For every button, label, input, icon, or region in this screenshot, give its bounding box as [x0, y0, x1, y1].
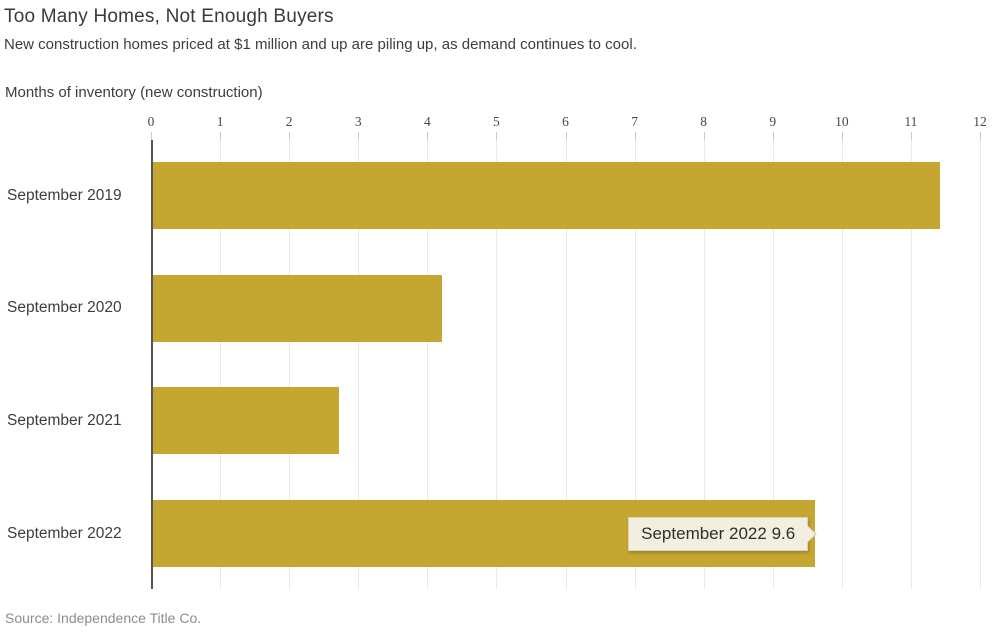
- x-tick-label-9: 9: [769, 114, 777, 129]
- gridline-x-3: [358, 140, 360, 589]
- x-tick-mark: [703, 132, 705, 140]
- x-tick-label-1: 1: [216, 114, 224, 129]
- gridline-x-7: [634, 140, 636, 589]
- bar-september-2019[interactable]: [152, 162, 940, 229]
- bar-september-2020[interactable]: [152, 274, 443, 342]
- x-tick-label-11: 11: [904, 114, 918, 129]
- x-tick-mark: [910, 132, 912, 140]
- x-tick-label-7: 7: [631, 114, 638, 129]
- gridline-x-8: [703, 140, 705, 589]
- category-label-september-2019: September 2019: [7, 186, 122, 204]
- plot-area: 0 1 2 3 4 5 6 7 8 9 10 11 12: [148, 114, 987, 589]
- x-tick-label-0: 0: [147, 114, 155, 129]
- x-tick-mark: [427, 132, 429, 140]
- x-tick-label-8: 8: [700, 114, 708, 129]
- tooltip: September 2022 9.6: [628, 516, 818, 551]
- gridline-x-12: [980, 140, 981, 589]
- x-tick-label-3: 3: [354, 114, 362, 129]
- x-tick-label-5: 5: [493, 114, 500, 129]
- gridline-x-4: [427, 140, 429, 589]
- x-tick-mark: [496, 132, 498, 140]
- gridline-x-6: [565, 140, 567, 589]
- x-tick-mark: [634, 132, 636, 140]
- y-axis-line: [151, 140, 153, 589]
- gridline-x-2: [289, 140, 291, 589]
- x-tick-label-10: 10: [835, 114, 849, 129]
- x-tick-mark: [151, 132, 152, 140]
- category-label-september-2022: September 2022: [7, 524, 122, 542]
- category-label-september-2021: September 2021: [7, 411, 122, 429]
- x-tick-mark: [841, 132, 843, 140]
- x-tick-mark: [772, 132, 774, 140]
- gridline-x-5: [496, 140, 498, 589]
- x-tick-mark: [565, 132, 567, 140]
- x-tick-mark: [980, 132, 981, 140]
- gridline-x-9: [772, 140, 774, 589]
- x-tick-label-4: 4: [423, 114, 431, 129]
- tooltip-pointer-icon: [806, 524, 816, 543]
- x-tick-mark: [358, 132, 360, 140]
- x-tick-label-12: 12: [973, 114, 987, 129]
- x-tick-mark: [220, 132, 222, 140]
- gridline-x-1: [220, 140, 222, 589]
- tooltip-label: September 2022 9.6: [641, 523, 796, 543]
- x-tick-label-6: 6: [562, 114, 569, 129]
- gridline-x-10: [841, 140, 843, 589]
- gridline-x-11: [910, 140, 912, 589]
- chart-title: Too Many Homes, Not Enough Buyers: [4, 6, 334, 27]
- x-tick-mark: [289, 132, 291, 140]
- axis-caption: Months of inventory (new construction): [5, 84, 263, 101]
- chart-subtitle: New construction homes priced at $1 mill…: [4, 36, 637, 53]
- x-tick-label-2: 2: [285, 114, 293, 129]
- category-label-september-2020: September 2020: [7, 299, 122, 317]
- bar-september-2021[interactable]: [152, 387, 339, 455]
- source-note: Source: Independence Title Co.: [5, 610, 202, 626]
